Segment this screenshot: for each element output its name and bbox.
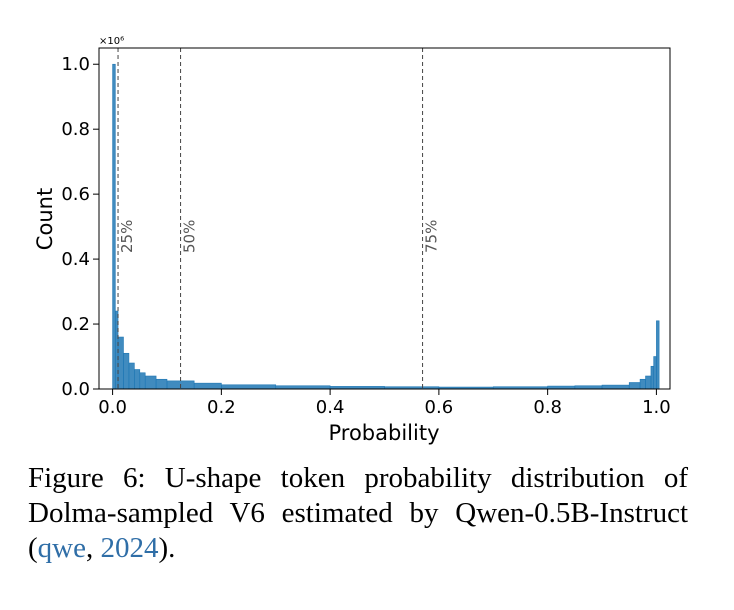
y-tick-label: 0.8: [61, 119, 90, 140]
caption-tail: ).: [158, 532, 176, 564]
x-axis-label: Probability: [328, 421, 439, 445]
histogram-bar: [134, 369, 141, 390]
histogram-bar: [656, 320, 660, 390]
y-tick-label: 0.6: [61, 184, 90, 205]
x-tick-label: 0.6: [425, 397, 454, 418]
histogram-bar: [123, 352, 130, 390]
x-tick-label: 0.2: [207, 397, 236, 418]
plot-frame: [98, 47, 671, 390]
histogram-bar: [117, 336, 124, 390]
citation-year-link[interactable]: 2024: [100, 532, 159, 564]
histogram-bar: [221, 384, 277, 390]
x-tick-label: 0.4: [316, 397, 345, 418]
caption-text: Figure 6: U-shape token probability dist…: [28, 462, 688, 564]
histogram-bar: [128, 362, 135, 390]
histogram-bar: [601, 384, 630, 390]
x-tick-label: 0.0: [98, 397, 127, 418]
quantile-label: 25%: [118, 220, 136, 253]
histogram-chart: 25% 50% 75% 0.0 0.2 0.4 0.6 0.8 1.0 0.00.20.40.…: [33, 36, 671, 445]
histogram-bar: [650, 365, 654, 390]
quantile-label: 75%: [423, 220, 441, 253]
histogram-bar: [155, 378, 168, 390]
figure-caption: Figure 6: U-shape token probability dist…: [28, 461, 688, 566]
histogram-bar: [645, 375, 652, 390]
histogram-bar: [112, 63, 116, 390]
y-tick-label: 0.4: [61, 249, 90, 270]
y-axis-label: Count: [33, 188, 57, 250]
y-multiplier-label: ×10⁶: [99, 36, 124, 47]
y-tick-label: 1.0: [61, 54, 90, 75]
histogram-bar: [144, 375, 157, 390]
histogram-bar: [639, 378, 646, 390]
quantile-lines-group: 25% 50% 75%: [117, 48, 441, 389]
histogram-bar: [139, 372, 146, 390]
y-tick-label: 0.0: [61, 379, 90, 400]
quantile-label: 50%: [181, 220, 199, 253]
citation-separator: ,: [86, 532, 101, 564]
x-axis: 0.0 0.2 0.4 0.6 0.8 1.0: [98, 389, 671, 418]
citation-name-link[interactable]: qwe: [37, 532, 86, 564]
histogram-bar: [628, 382, 641, 390]
bars-group: [112, 63, 660, 390]
histogram-bar: [193, 382, 222, 390]
y-axis: 0.0 0.2 0.4 0.6 0.8 1.0: [61, 54, 99, 400]
histogram-bar: [653, 356, 657, 390]
y-tick-label: 0.2: [61, 314, 90, 335]
x-tick-label: 1.0: [642, 397, 671, 418]
x-tick-label: 0.8: [533, 397, 562, 418]
